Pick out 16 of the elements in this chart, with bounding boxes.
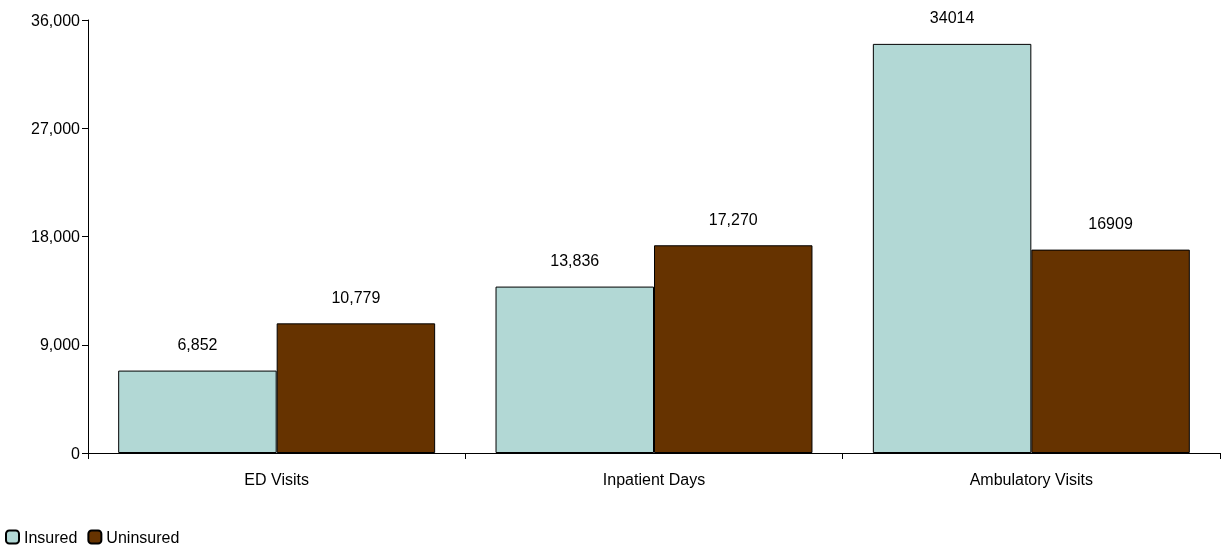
- y-tick-label: 0: [71, 444, 81, 462]
- x-tick-label: Ambulatory Visits: [969, 470, 1093, 488]
- data-label: 13,836: [550, 252, 600, 270]
- x-tick-label: ED Visits: [244, 470, 309, 488]
- legend-label: Uninsured: [106, 528, 180, 546]
- legend-label: Insured: [24, 528, 78, 546]
- data-label: 34014: [929, 9, 975, 27]
- y-tick-label: 18,000: [31, 228, 81, 245]
- y-tick-label: 9,000: [39, 336, 81, 354]
- data-label: 6,852: [177, 336, 218, 354]
- data-label: 17,270: [708, 210, 758, 228]
- data-label: 10,779: [331, 288, 381, 306]
- x-tick-label: Inpatient Days: [602, 470, 706, 488]
- data-label: 16909: [1088, 215, 1133, 233]
- y-tick-label: 36,000: [31, 11, 81, 29]
- y-tick-label: 27,000: [31, 119, 81, 137]
